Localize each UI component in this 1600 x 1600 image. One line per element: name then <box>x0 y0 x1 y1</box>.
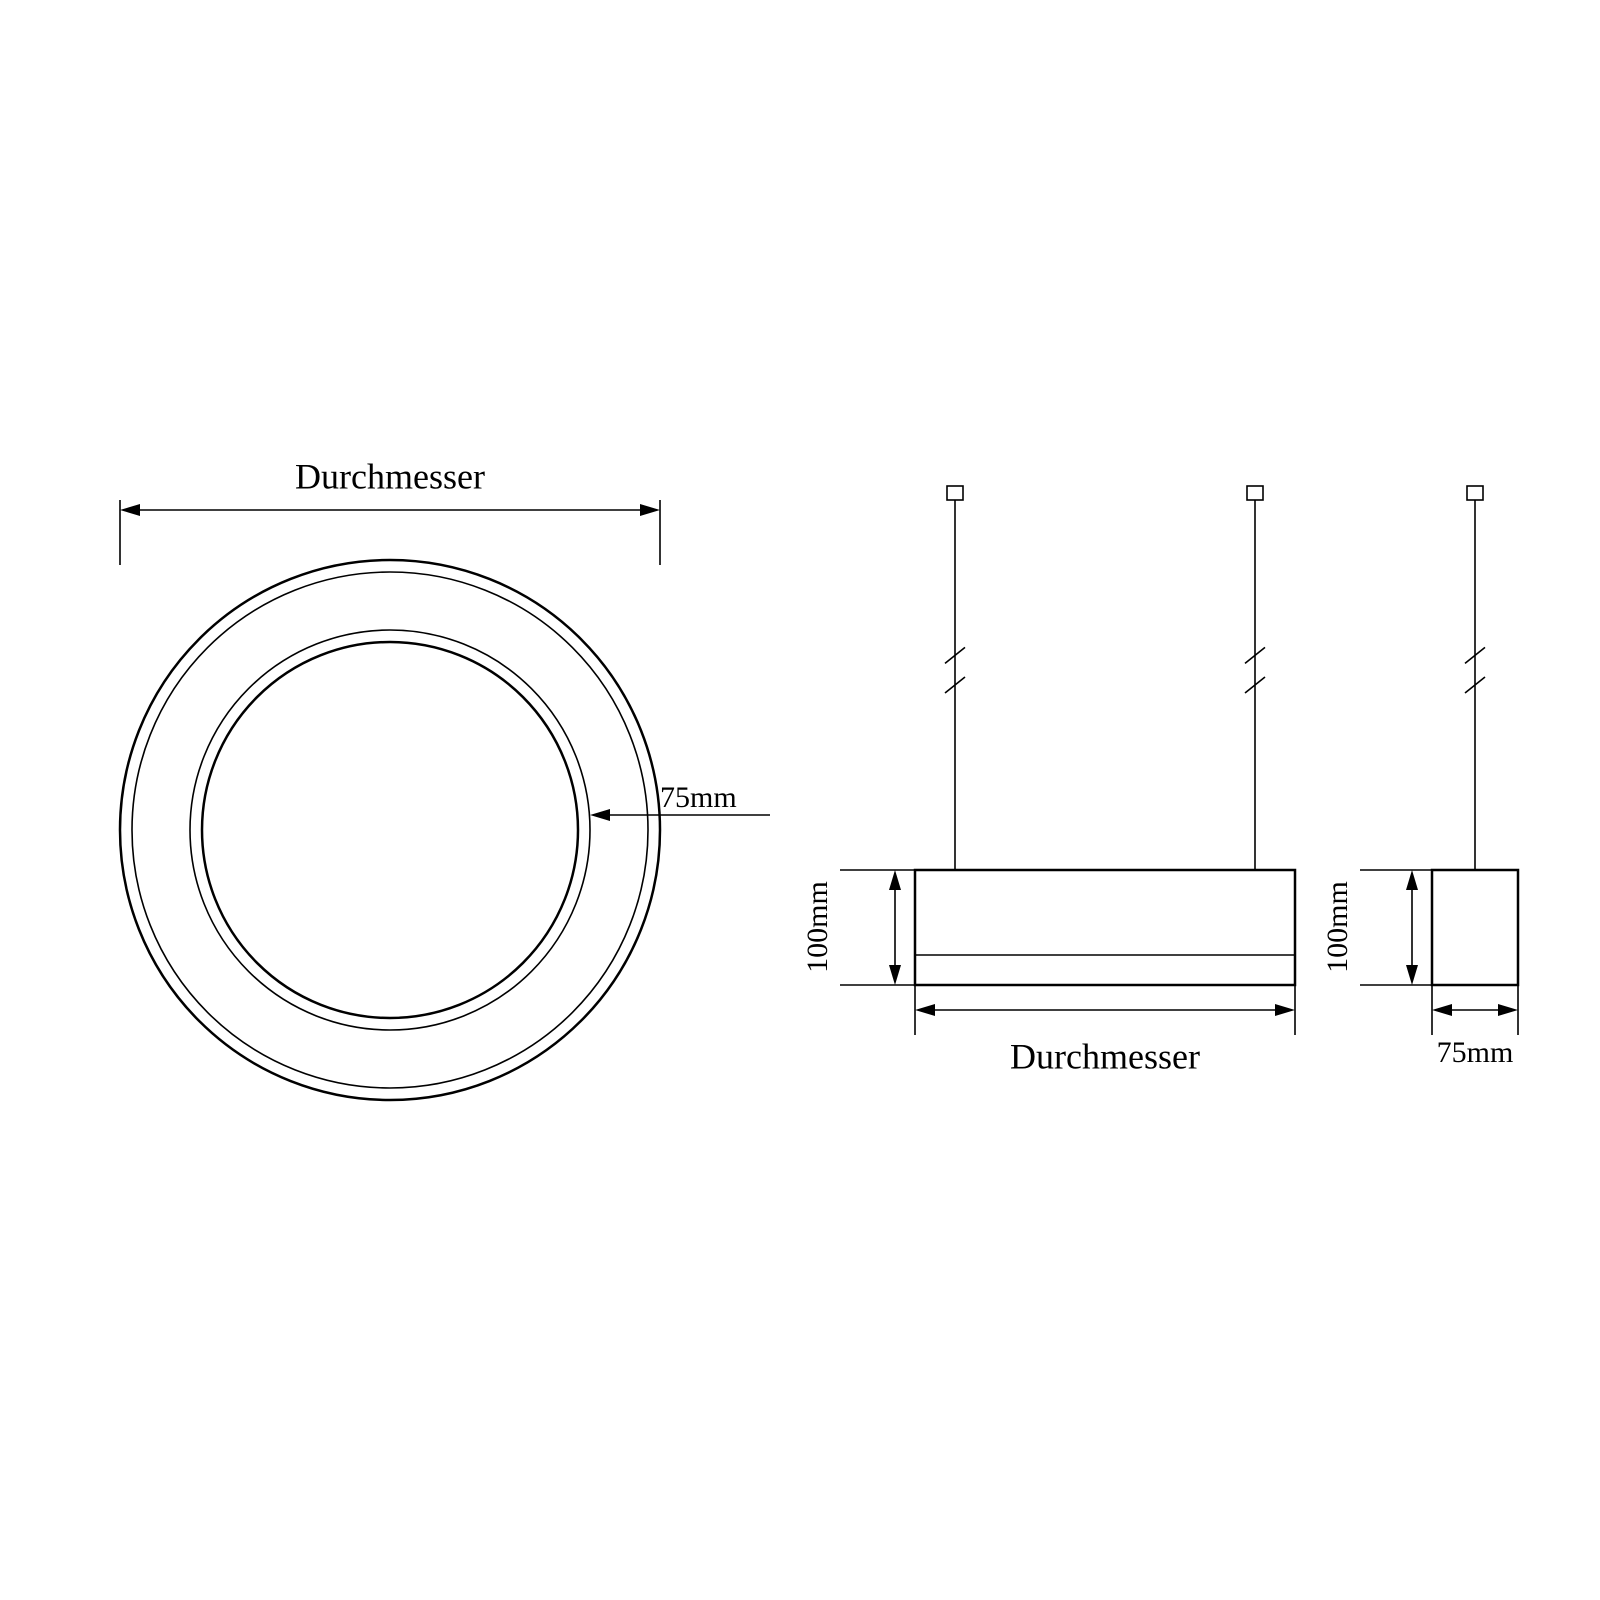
side-width-label: 75mm <box>1437 1036 1514 1069</box>
top-diameter-label: Durchmesser <box>295 456 485 496</box>
front-height-label: 100mm <box>801 881 834 973</box>
front-diameter-label: Durchmesser <box>1010 1036 1200 1076</box>
top-view <box>120 560 660 1100</box>
top-ring-width-label: 75mm <box>660 781 737 814</box>
side-height-label: 100mm <box>1321 881 1354 973</box>
